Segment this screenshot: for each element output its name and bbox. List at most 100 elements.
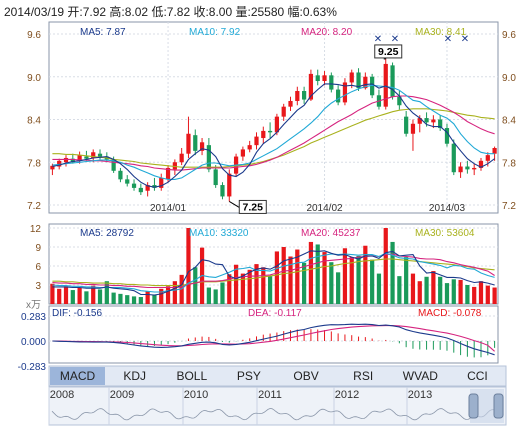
candle-body [84,156,89,159]
candle-body [165,167,171,180]
timeline-left-handle[interactable] [468,393,479,419]
candle-body [383,63,388,107]
candle-body [356,72,361,89]
tab-kdj[interactable]: KDJ [123,369,147,383]
price-y-tick-left: 7.2 [27,201,41,212]
candle-body [472,167,477,170]
candle-body [179,153,184,163]
tab-obv[interactable]: OBV [293,369,319,383]
candle-body [465,166,470,170]
candle-body [485,155,490,161]
volume-bar [458,279,463,304]
volume-bar [329,262,334,304]
volume-bar [152,294,157,304]
candle-body [363,76,368,89]
dif-legend: DIF: -0.156 [52,308,102,319]
ma5-line [52,83,495,188]
timeline-right-handle[interactable] [493,393,504,419]
timeline-sparkline [51,408,501,421]
tab-rsi[interactable]: RSI [353,369,374,383]
dea-line [52,325,495,352]
volume-bar [472,286,477,304]
candle-body [478,160,484,168]
candle-body [444,128,450,144]
candle-body [91,152,96,158]
timeline-year-label: 2009 [110,389,134,401]
volume-bar [390,241,395,304]
volume-bar [424,276,429,304]
candle-body [315,75,320,82]
candle-body [370,76,375,96]
price-x-tick: 2014/03 [429,203,466,214]
candle-body [50,165,55,170]
volume-bar [213,289,218,304]
candle-body [261,130,266,139]
candle-body [206,145,211,170]
candle-body [186,133,191,154]
volume-bar [404,257,409,304]
volume-bar [50,283,55,304]
candle-body [97,153,103,157]
price-legend-2: MA10: 7.92 [189,27,241,38]
high-callout-label: 9.25 [378,46,399,58]
candle-body [342,82,348,103]
candle-body [404,116,409,134]
tab-boll[interactable]: BOLL [176,369,208,383]
ma10-line [52,84,495,180]
low-callout-box [238,199,267,214]
tab-psy[interactable]: PSY [236,369,261,383]
candle-body [118,170,123,180]
volume-bar [376,273,382,304]
price-legend-1: MA5: 7.87 [80,27,126,38]
vol-ma5-line [52,250,495,296]
candle-body [302,91,307,100]
tab-cci[interactable]: CCI [467,369,488,383]
candle-body [438,119,443,129]
volume-bar [342,248,348,304]
volume-bar [118,293,123,304]
volume-y-tick: 9 [35,243,41,254]
price-x-tick: 2014/02 [306,203,343,214]
volume-bar [383,228,388,304]
high-callout-box [374,44,403,59]
volume-bar [315,244,320,304]
volume-legend-4: MA30: 53604 [415,228,475,239]
candle-body [267,130,273,133]
candle-body [254,136,259,146]
timeline-year-label: 2010 [184,389,208,401]
volume-bar [77,287,82,304]
candle-body [336,89,341,103]
volume-y-tick: 3 [35,281,41,292]
volume-bar [302,262,307,304]
candle-body [295,91,300,101]
volume-bar [492,287,497,304]
volume-bar [179,274,184,304]
candle-body [70,158,75,163]
candle-body [159,177,164,188]
candle-body [138,187,143,193]
volume-bar [485,285,490,304]
tab-wvad[interactable]: WVAD [402,369,438,383]
volume-bar [233,264,239,304]
volume-bar [84,291,89,304]
price-y-tick-right: 7.8 [502,158,516,169]
volume-y-tick: 12 [30,224,42,235]
volume-bar [295,249,300,304]
volume-bar [91,285,96,304]
volume-y-tick: 6 [35,262,41,273]
candle-body [77,155,82,161]
tab-macd[interactable]: MACD [50,367,106,385]
price-y-tick-left: 9.6 [27,30,41,41]
candle-body [281,106,286,117]
volume-bar [336,272,341,304]
candle-body [410,123,416,134]
volume-bar [451,279,456,304]
candle-body [111,159,116,171]
volume-panel-frame [48,223,499,305]
volume-legend-3: MA20: 45237 [301,228,361,239]
volume-bar [172,281,177,304]
candle-body [424,118,429,123]
volume-bar [288,256,293,304]
macd-y-tick: 0.283 [21,312,46,323]
volume-bar [267,276,273,304]
